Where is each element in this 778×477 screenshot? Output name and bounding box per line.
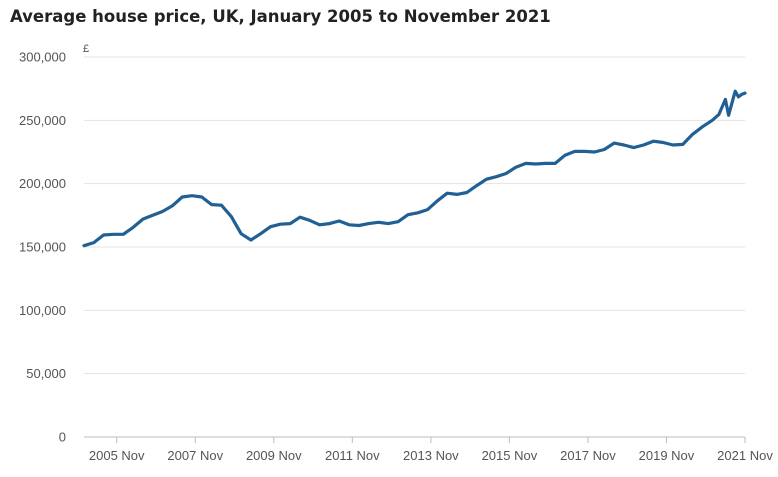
y-axis: 0 50,000 100,000 150,000 200,000 250,000 300,0…	[19, 50, 66, 445]
y-tick-label: 250,000	[19, 113, 66, 128]
y-tick-label: 150,000	[19, 240, 66, 255]
y-tick-label: 0	[59, 430, 66, 445]
x-axis: 2005 Nov 2007 Nov 2009 Nov 2011 Nov 2013 Nov…	[84, 436, 773, 463]
y-tick-label: 100,000	[19, 303, 66, 318]
x-tick-label: 2015 Nov	[482, 448, 538, 463]
chart-title: Average house price, UK, January 2005 to…	[10, 7, 551, 26]
x-tick-label: 2017 Nov	[560, 448, 616, 463]
gridlines	[84, 56, 745, 375]
x-tick-label: 2021 Nov	[717, 448, 773, 463]
x-tick-label: 2009 Nov	[246, 448, 302, 463]
x-tick-label: 2005 Nov	[89, 448, 145, 463]
y-tick-label: 50,000	[26, 366, 66, 381]
x-tick-label: 2007 Nov	[167, 448, 223, 463]
x-tick-label: 2019 Nov	[639, 448, 695, 463]
series-line	[82, 89, 747, 248]
x-tick-label: 2011 Nov	[325, 448, 380, 463]
y-tick-label: 200,000	[19, 176, 66, 191]
x-tick-label: 2013 Nov	[403, 448, 459, 463]
plot-area	[82, 89, 747, 248]
y-tick-label: 300,000	[19, 50, 66, 65]
y-axis-unit-label: £	[83, 43, 89, 55]
